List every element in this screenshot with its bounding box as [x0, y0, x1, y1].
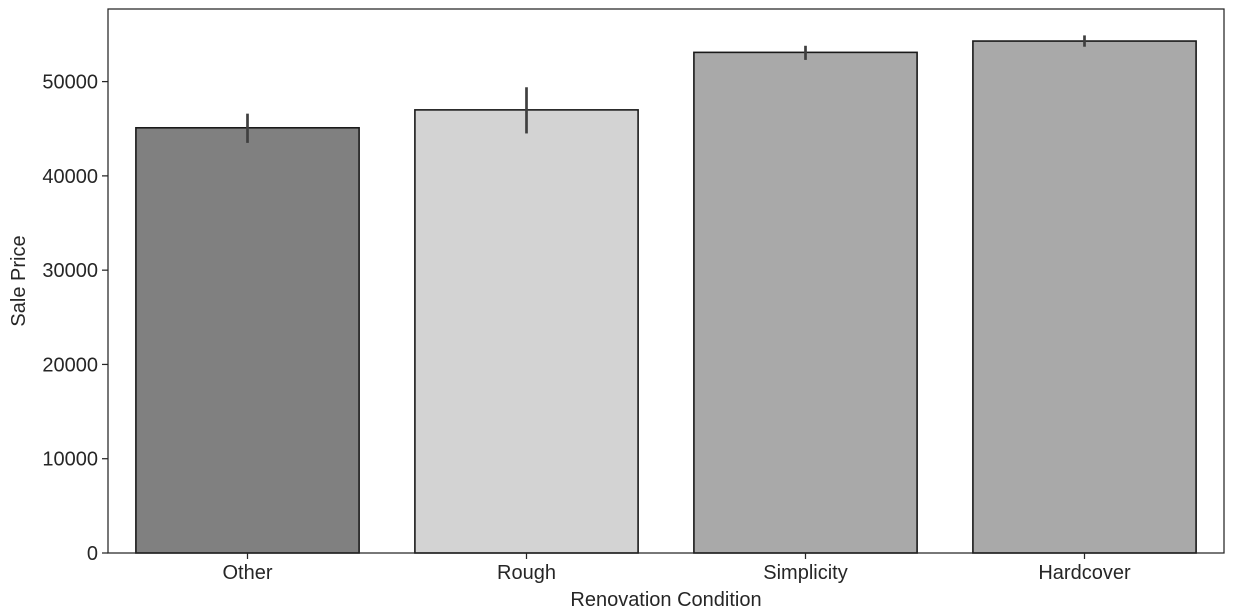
x-axis-label: Renovation Condition	[570, 589, 761, 611]
bar-hardcover	[972, 40, 1197, 554]
bars-group	[135, 40, 1197, 554]
x-tick-label: Other	[222, 562, 272, 584]
y-tick-label: 30000	[42, 260, 98, 282]
x-tick-label: Rough	[497, 562, 556, 584]
y-tick-label: 0	[87, 543, 98, 565]
error-bars-group	[246, 35, 1086, 143]
y-tick-label: 20000	[42, 354, 98, 376]
y-tick-label: 50000	[42, 72, 98, 94]
x-tick-label: Simplicity	[763, 562, 847, 584]
plot-frame	[107, 8, 1225, 554]
bar-rough	[414, 109, 639, 554]
y-axis-ticks: 0 10000 20000 30000 40000 50000	[42, 72, 108, 565]
bar-other	[135, 126, 360, 554]
x-tick-label: Hardcover	[1038, 562, 1131, 584]
x-axis-ticks: Other Rough Simplicity Hardcover	[222, 553, 1131, 584]
y-tick-label: 10000	[42, 449, 98, 471]
bar-simplicity	[693, 51, 918, 554]
y-axis-label: Sale Price	[8, 235, 30, 326]
y-tick-label: 40000	[42, 166, 98, 188]
